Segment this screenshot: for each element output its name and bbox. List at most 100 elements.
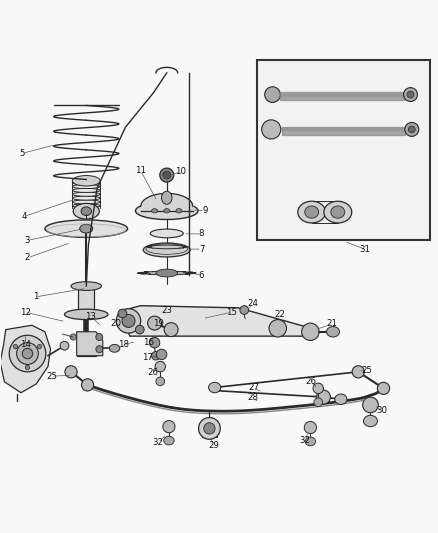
Ellipse shape <box>208 382 221 393</box>
Ellipse shape <box>160 168 174 182</box>
Ellipse shape <box>72 175 100 186</box>
Ellipse shape <box>269 320 286 337</box>
Ellipse shape <box>198 417 220 439</box>
Polygon shape <box>121 305 311 336</box>
Ellipse shape <box>72 192 100 196</box>
Ellipse shape <box>96 346 103 353</box>
Ellipse shape <box>298 201 325 223</box>
Ellipse shape <box>407 91 414 98</box>
Ellipse shape <box>363 397 378 413</box>
Ellipse shape <box>265 87 280 102</box>
Ellipse shape <box>80 224 93 233</box>
Ellipse shape <box>118 309 127 318</box>
Ellipse shape <box>335 394 347 405</box>
Ellipse shape <box>317 390 330 404</box>
Ellipse shape <box>71 282 102 290</box>
Text: 1: 1 <box>32 293 38 302</box>
Ellipse shape <box>164 436 174 445</box>
Ellipse shape <box>60 341 69 350</box>
Text: 17: 17 <box>141 353 153 362</box>
Ellipse shape <box>163 171 171 179</box>
Polygon shape <box>0 325 50 393</box>
Text: 22: 22 <box>275 310 286 319</box>
Bar <box>78 286 94 314</box>
Text: 16: 16 <box>143 338 154 347</box>
Text: 2: 2 <box>25 253 30 262</box>
Ellipse shape <box>149 337 160 348</box>
Text: 13: 13 <box>85 312 96 321</box>
Ellipse shape <box>9 335 46 372</box>
Ellipse shape <box>240 305 249 314</box>
Polygon shape <box>77 332 103 356</box>
Ellipse shape <box>326 327 339 337</box>
Text: 18: 18 <box>118 341 129 349</box>
Text: 9: 9 <box>202 206 208 215</box>
Ellipse shape <box>305 206 319 218</box>
Ellipse shape <box>73 204 99 219</box>
Text: 25: 25 <box>46 372 57 381</box>
Ellipse shape <box>164 208 170 213</box>
Ellipse shape <box>204 423 215 434</box>
Text: 28: 28 <box>247 393 258 402</box>
Ellipse shape <box>81 379 94 391</box>
Text: 25: 25 <box>361 367 372 375</box>
Ellipse shape <box>135 325 144 334</box>
Ellipse shape <box>110 344 120 352</box>
Ellipse shape <box>352 366 364 378</box>
Ellipse shape <box>150 229 184 238</box>
Text: 30: 30 <box>377 406 388 415</box>
Ellipse shape <box>305 437 316 446</box>
Ellipse shape <box>143 243 190 257</box>
Ellipse shape <box>72 184 100 189</box>
Ellipse shape <box>135 202 198 220</box>
Ellipse shape <box>163 421 175 433</box>
Text: 27: 27 <box>248 383 259 392</box>
Text: 23: 23 <box>161 306 172 316</box>
Ellipse shape <box>17 343 39 365</box>
Text: 19: 19 <box>152 319 163 328</box>
Ellipse shape <box>45 220 127 237</box>
Ellipse shape <box>176 208 182 213</box>
Ellipse shape <box>313 383 323 393</box>
Text: 10: 10 <box>175 167 186 176</box>
Ellipse shape <box>164 322 178 336</box>
Ellipse shape <box>364 415 378 426</box>
Ellipse shape <box>261 120 281 139</box>
Text: 31: 31 <box>359 245 370 254</box>
Ellipse shape <box>162 191 172 204</box>
Text: 20: 20 <box>110 319 121 328</box>
Ellipse shape <box>64 309 108 320</box>
Ellipse shape <box>122 314 135 327</box>
Ellipse shape <box>65 366 77 378</box>
Text: 7: 7 <box>199 245 205 254</box>
Ellipse shape <box>72 188 100 192</box>
Ellipse shape <box>378 382 390 394</box>
Text: 4: 4 <box>21 212 27 221</box>
Ellipse shape <box>72 196 100 200</box>
Ellipse shape <box>314 398 322 407</box>
Ellipse shape <box>408 126 415 133</box>
Text: 14: 14 <box>20 341 31 349</box>
Ellipse shape <box>116 309 141 333</box>
Ellipse shape <box>22 349 33 359</box>
Ellipse shape <box>156 349 167 360</box>
Ellipse shape <box>72 181 100 185</box>
Ellipse shape <box>156 377 165 386</box>
Ellipse shape <box>331 206 345 218</box>
Ellipse shape <box>302 323 319 341</box>
Ellipse shape <box>13 344 18 349</box>
Text: 29: 29 <box>208 441 219 450</box>
Ellipse shape <box>405 123 419 136</box>
Text: 15: 15 <box>226 308 237 317</box>
Text: 21: 21 <box>327 319 338 328</box>
Text: 11: 11 <box>135 166 146 175</box>
Ellipse shape <box>152 351 160 360</box>
Ellipse shape <box>156 269 178 277</box>
Bar <box>257 60 430 240</box>
Ellipse shape <box>25 365 30 370</box>
Ellipse shape <box>148 316 162 330</box>
Text: 32: 32 <box>300 436 311 445</box>
Ellipse shape <box>72 200 100 204</box>
Ellipse shape <box>96 334 103 341</box>
Ellipse shape <box>155 361 166 372</box>
